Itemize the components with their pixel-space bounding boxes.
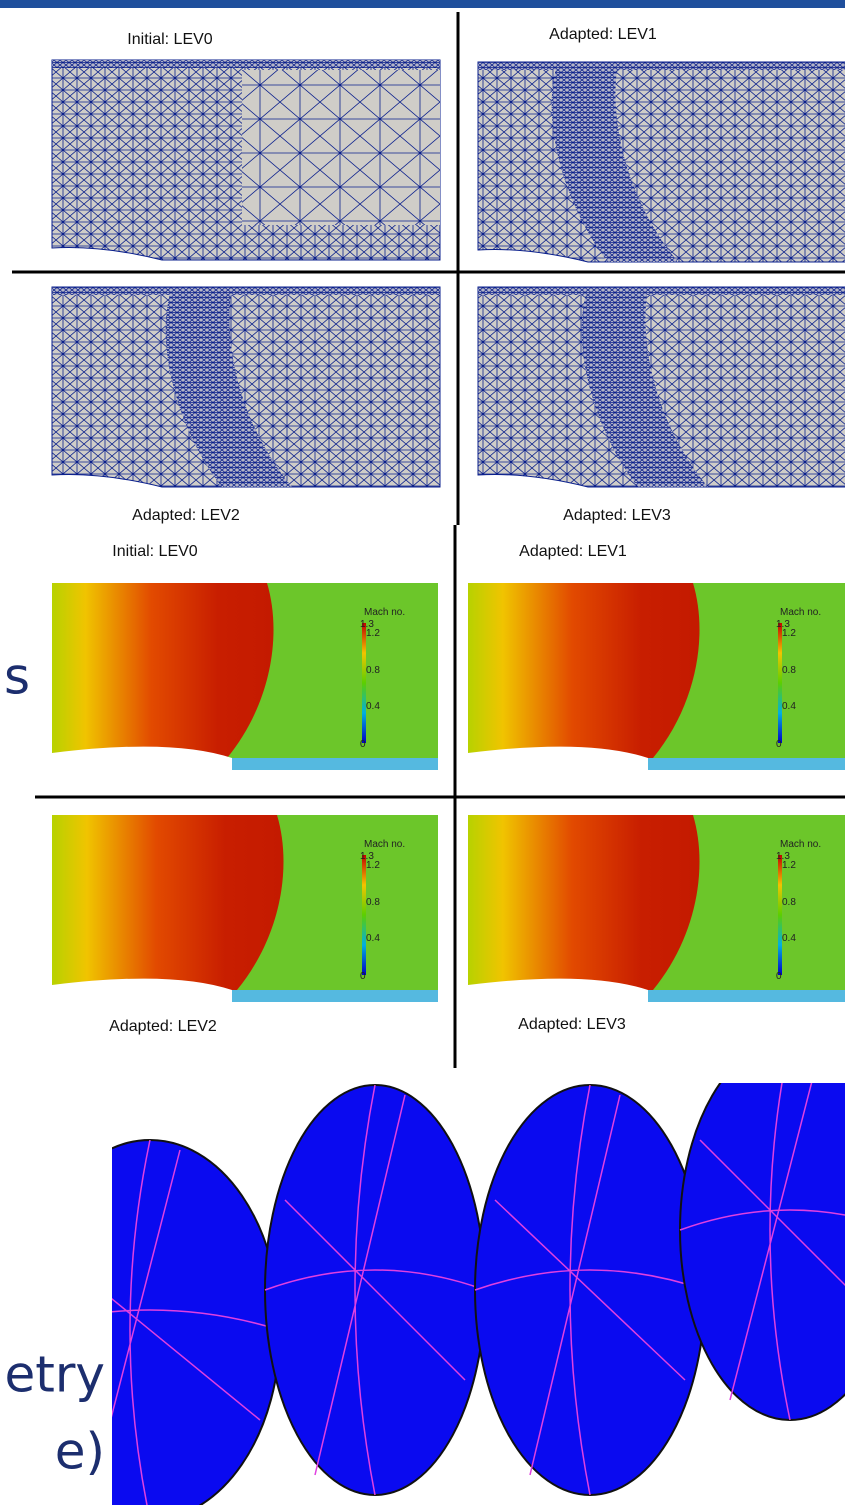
panel-label: Initial: LEV0: [112, 543, 197, 560]
colorbar: [778, 855, 782, 975]
mach-boundary: [232, 990, 438, 1002]
colorbar-tick: 1.2: [366, 628, 380, 639]
mach-boundary: [648, 758, 845, 770]
colorbar-tick: 0.4: [782, 701, 796, 712]
mach-boundary: [232, 758, 438, 770]
colorbar-tick: 0.8: [366, 665, 380, 676]
colorbar-tick: 0.4: [366, 701, 380, 712]
colorbar-tick: 0.8: [366, 897, 380, 908]
colorbar-title: Mach no.: [364, 839, 405, 850]
mesh-wall: [52, 287, 440, 295]
colorbar-tick: 0: [776, 971, 782, 982]
side-text: e): [55, 1423, 105, 1481]
mesh-panel: Adapted: LEV2: [52, 287, 440, 524]
mesh-wall: [478, 287, 845, 295]
side-text: etry: [4, 1346, 105, 1404]
colorbar-tick: 0: [360, 739, 366, 750]
colorbar-tick: 0: [776, 739, 782, 750]
panel-label: Adapted: LEV3: [518, 1016, 626, 1033]
colorbar-title: Mach no.: [780, 607, 821, 618]
colorbar-tick: 0.4: [782, 933, 796, 944]
colorbar: [362, 855, 366, 975]
page: Initial: LEV0 Adapted: LEV1 Adapted: LEV2 A…: [0, 0, 845, 1510]
colorbar: [778, 623, 782, 743]
colorbar-tick: 0.4: [366, 933, 380, 944]
mach-shock: [468, 815, 700, 990]
panel-label: Adapted: LEV3: [563, 507, 671, 524]
slide: Initial: LEV0 Adapted: LEV1 Adapted: LEV2 A…: [0, 0, 845, 1510]
colorbar: [362, 623, 366, 743]
mesh-coarse: [242, 70, 440, 225]
colorbar-tick: 1.2: [782, 860, 796, 871]
panel-label: Adapted: LEV2: [132, 507, 240, 524]
mesh-panel: Initial: LEV0: [52, 31, 440, 260]
mesh-image: [478, 62, 845, 262]
geometry-image: [20, 1040, 845, 1510]
side-text: s: [4, 648, 30, 706]
panel-label: Adapted: LEV1: [519, 543, 627, 560]
mach-shock: [52, 815, 284, 990]
colorbar-tick: 1.2: [782, 628, 796, 639]
mesh-panel: Adapted: LEV1: [478, 26, 845, 262]
panel-label: Adapted: LEV1: [549, 26, 657, 43]
mesh-wall: [478, 62, 845, 70]
colorbar-tick: 1.2: [366, 860, 380, 871]
colorbar-tick: 0: [360, 971, 366, 982]
mesh-panel: Adapted: LEV3: [478, 287, 845, 524]
colorbar-tick: 0.8: [782, 897, 796, 908]
mach-shock: [52, 583, 274, 758]
colorbar-tick: 0.8: [782, 665, 796, 676]
mesh-wall: [52, 60, 440, 68]
colorbar-title: Mach no.: [780, 839, 821, 850]
mach-boundary: [648, 990, 845, 1002]
panel-label: Initial: LEV0: [127, 31, 212, 48]
colorbar-title: Mach no.: [364, 607, 405, 618]
mach-shock: [468, 583, 700, 758]
top-bar: [0, 0, 845, 8]
panel-label: Adapted: LEV2: [109, 1018, 217, 1035]
